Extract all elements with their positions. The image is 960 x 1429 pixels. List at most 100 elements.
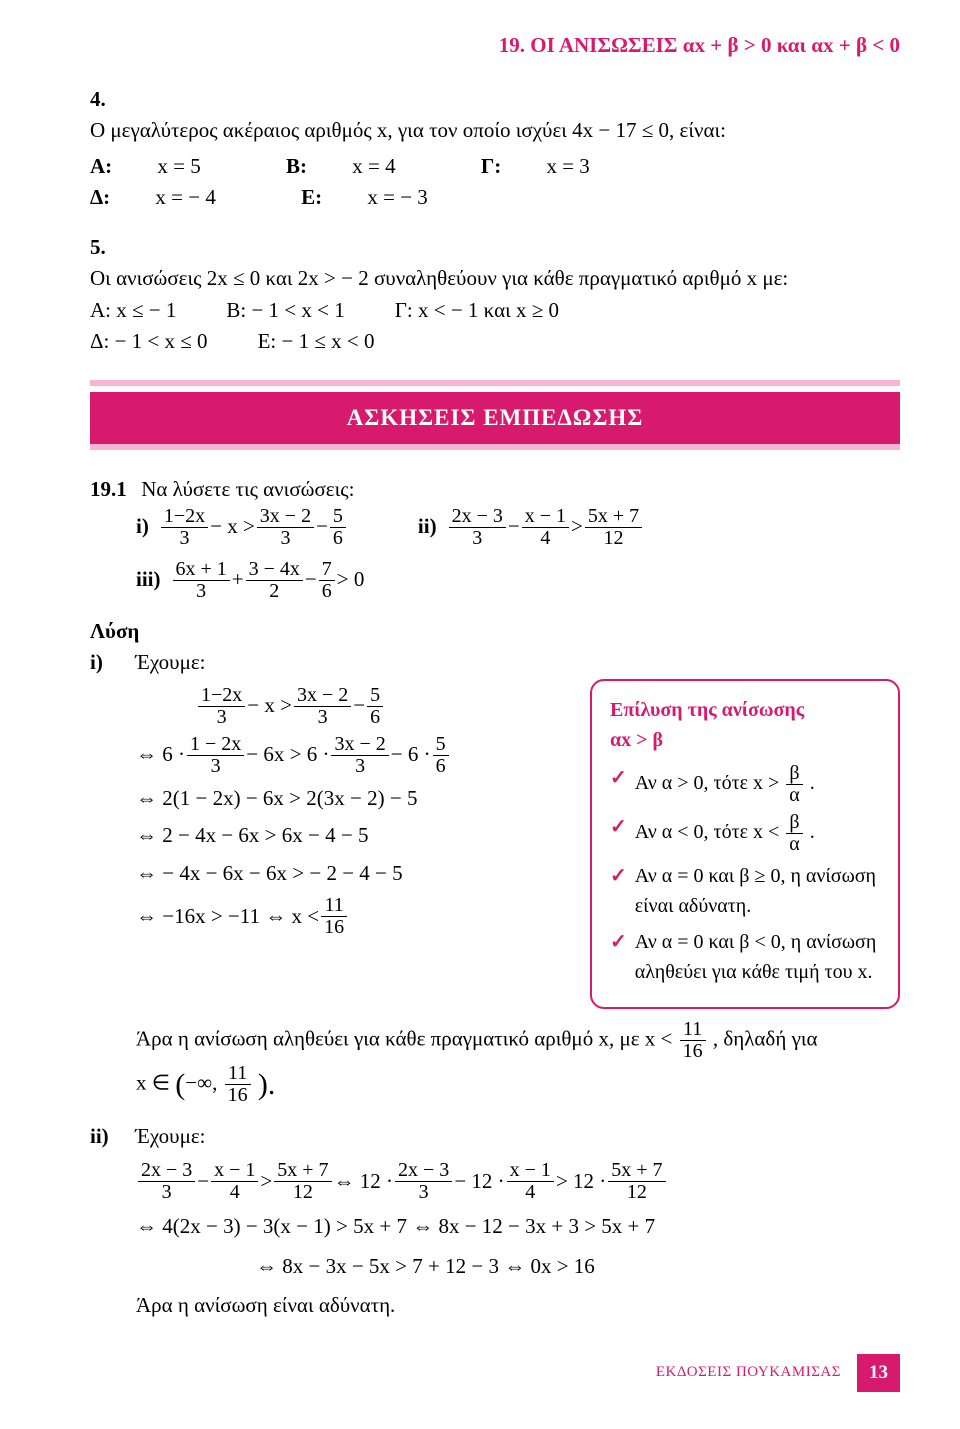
sol-ii-have: Έχουμε: (135, 1124, 205, 1148)
publisher: ΕΚΔΟΣΕΙΣ ΠΟΥΚΑΜΙΣΑΣ (656, 1364, 841, 1381)
box-rule-3: ✓ Αν α = 0 και β ≥ 0, η ανίσωση είναι αδ… (610, 861, 880, 921)
opt-a-label: Α: (90, 151, 112, 183)
sol-ii-label: ii) (90, 1121, 120, 1153)
txt: . (810, 821, 815, 843)
problem-4-text: Ο μεγαλύτερος ακέραιος αριθμός x, για το… (90, 115, 866, 214)
solution-work: 1−2x3 − x > 3x − 23 − 56 ⇔ 6 · 1 − 2x3 −… (136, 679, 562, 945)
frac-d: 2 (246, 581, 303, 602)
step-2: ⇔ 6 · 1 − 2x3 − 6x > 6 · 3x − 23 − 6 · 5… (136, 734, 562, 777)
frac-n: 1 − 2x (187, 734, 244, 756)
p5-b-label: Β: (226, 298, 246, 322)
opt-b-label: Β: (286, 151, 307, 183)
txt: Αν α > 0, τότε x > (635, 772, 785, 794)
frac-d: 6 (367, 707, 383, 728)
frac-d: 6 (433, 756, 449, 777)
frac-d: 6 (319, 581, 335, 602)
section-title: ΑΣΚΗΣΕΙΣ ΕΜΠΕΔΩΣΗΣ (90, 392, 900, 445)
frac-n: 5x + 7 (585, 506, 642, 528)
frac-n: 5 (433, 734, 449, 756)
op: > (571, 511, 583, 543)
frac-n: 2x − 3 (395, 1160, 452, 1182)
box-rule-2: ✓ Αν α < 0, τότε x < βα . (610, 812, 880, 855)
ii-step-3: ⇔ 8x − 3x − 5x > 7 + 12 − 3 ⇔ 0x > 16 (256, 1251, 900, 1283)
frac-d: 4 (522, 528, 569, 549)
opt-d-val: x = − 4 (155, 182, 215, 214)
info-box: Επίλυση της ανίσωσης αx > β ✓ Αν α > 0, … (590, 679, 900, 1009)
frac-d: 3 (257, 528, 314, 549)
frac-n: 6x + 1 (173, 559, 230, 581)
frac-n: 3x − 2 (257, 506, 314, 528)
frac-n: x − 1 (211, 1160, 258, 1182)
opt-d-label: Δ: (90, 182, 110, 214)
box-rule-4: ✓ Αν α = 0 και β < 0, η ανίσωση αληθεύει… (610, 927, 880, 987)
frac-d: 3 (331, 756, 388, 777)
frac-d: 12 (274, 1182, 331, 1203)
frac-n: x − 1 (507, 1160, 554, 1182)
solution-ii-work: 2x − 33 − x − 14 > 5x + 712 ⇔ 12 · 2x − … (136, 1160, 900, 1322)
check-icon: ✓ (610, 861, 627, 891)
frac-n: 7 (319, 559, 335, 581)
check-icon: ✓ (610, 812, 627, 842)
txt: −∞, (185, 1070, 222, 1094)
frac-n: 2x − 3 (138, 1160, 195, 1182)
frac-d: 3 (138, 1182, 195, 1203)
check-icon: ✓ (610, 763, 627, 793)
pre: ⇔ 6 · (136, 739, 185, 771)
p5-d-val: − 1 < x ≤ 0 (115, 329, 208, 353)
p5-e-label: Ε: (258, 329, 277, 353)
op: − 6 · (391, 739, 431, 771)
frac-n: 11 (321, 895, 347, 917)
p5-e-val: − 1 ≤ x < 0 (281, 329, 374, 353)
page-footer: ΕΚΔΟΣΕΙΣ ΠΟΥΚΑΜΙΣΑΣ 13 (0, 1330, 960, 1412)
frac-n: β (786, 812, 802, 834)
header-prefix: 19. ΟΙ ΑΝΙΣΩΣΕΙΣ (499, 33, 683, 57)
part-i: i) 1−2x3 − x > 3x − 23 − 56 (136, 506, 348, 549)
frac-n: 5x + 7 (608, 1160, 665, 1182)
frac-d: 3 (294, 707, 351, 728)
frac-n: 5 (367, 685, 383, 707)
problem-4-number: 4. (90, 84, 120, 116)
box-title-2: αx > β (610, 729, 663, 751)
problem-4-options: Α: x = 5 Β: x = 4 Γ: x = 3 Δ: x = − 4 Ε:… (90, 151, 866, 214)
frac-d: α (786, 834, 802, 855)
opt-e-val: x = − 3 (367, 182, 427, 214)
exercise-title: Να λύσετε τις ανισώσεις: (141, 477, 354, 501)
op: ⇔ 12 · (334, 1166, 394, 1198)
chapter-header: 19. ΟΙ ΑΝΙΣΩΣΕΙΣ αx + β > 0 και αx + β <… (90, 30, 900, 62)
solution-title: Λύση (90, 616, 900, 648)
opt-a-val: x = 5 (157, 151, 200, 183)
frac-n: x − 1 (522, 506, 569, 528)
box-title: Επίλυση της ανίσωσης αx > β (610, 695, 880, 755)
problem-5-body: Οι ανισώσεις 2x ≤ 0 και 2x > − 2 συναληθ… (90, 266, 788, 290)
op: − x > (210, 511, 255, 543)
txt: Αν α < 0, τότε x < (635, 821, 785, 843)
frac-d: 12 (608, 1182, 665, 1203)
frac-n: 1−2x (198, 685, 245, 707)
ii-conclusion: Άρα η ανίσωση είναι αδύνατη. (136, 1290, 900, 1322)
box-rule-1: ✓ Αν α > 0, τότε x > βα . (610, 763, 880, 806)
frac-d: 12 (585, 528, 642, 549)
op: > (260, 1166, 272, 1198)
ii-step-2: ⇔ 4(2x − 3) − 3(x − 1) > 5x + 7 ⇔ 8x − 1… (136, 1211, 900, 1243)
p5-d-label: Δ: (90, 329, 109, 353)
p5-g-val: x < − 1 και x ≥ 0 (418, 298, 559, 322)
opt-g-val: x = 3 (546, 151, 589, 183)
frac-n: 3 − 4x (246, 559, 303, 581)
frac-n: 2x − 3 (449, 506, 506, 528)
page: 19. ΟΙ ΑΝΙΣΩΣΕΙΣ αx + β > 0 και αx + β <… (0, 0, 960, 1322)
exercise-subparts: i) 1−2x3 − x > 3x − 23 − 56 ii) 2x − 33 … (136, 506, 900, 602)
frac-n: β (786, 763, 802, 785)
problem-5: 5. Οι ανισώσεις 2x ≤ 0 και 2x > − 2 συνα… (90, 232, 900, 358)
frac-d: 3 (449, 528, 506, 549)
txt: Αν α = 0 και β < 0, η ανίσωση αληθεύει γ… (635, 927, 880, 987)
step-1: 1−2x3 − x > 3x − 23 − 56 (196, 685, 562, 728)
frac-n: 5x + 7 (274, 1160, 331, 1182)
frac-d: 3 (161, 528, 208, 549)
frac-n: 11 (225, 1063, 251, 1085)
page-number: 13 (857, 1354, 900, 1392)
frac-d: 4 (507, 1182, 554, 1203)
pre: ⇔ −16x > −11 ⇔ x < (136, 901, 319, 933)
txt: Αν α = 0 και β ≥ 0, η ανίσωση είναι αδύν… (635, 861, 880, 921)
exercise-number: 19.1 (90, 474, 136, 506)
ii-step-1: 2x − 33 − x − 14 > 5x + 712 ⇔ 12 · 2x − … (136, 1160, 900, 1203)
